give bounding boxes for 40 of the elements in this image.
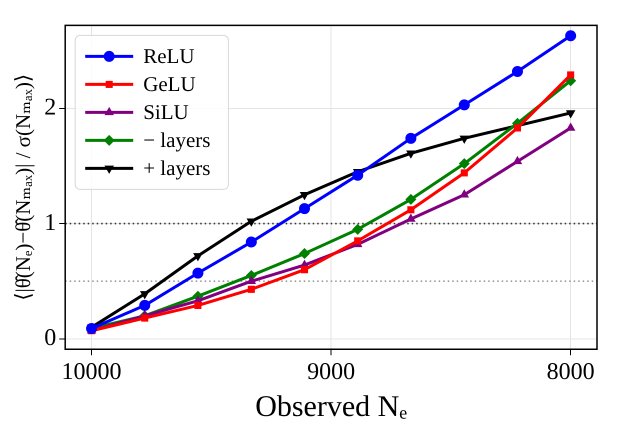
legend-label: ReLU: [143, 44, 195, 68]
x-tick-label: 10000: [62, 358, 122, 385]
point: [194, 302, 202, 309]
point: [141, 314, 148, 322]
point: [248, 286, 255, 293]
point: [565, 30, 576, 42]
point: [246, 236, 257, 248]
point: [460, 169, 468, 176]
legend-label: − layers: [143, 128, 210, 152]
x-tick-label: 9000: [307, 358, 356, 385]
point: [246, 276, 256, 284]
point: [405, 132, 416, 144]
point: [566, 110, 576, 118]
point: [139, 300, 150, 311]
y-tick-label: 1: [44, 210, 56, 236]
point: [352, 170, 364, 181]
point: [300, 266, 308, 274]
point: [354, 237, 362, 244]
point: [352, 224, 364, 235]
point: [299, 203, 310, 214]
point: [512, 66, 523, 77]
point: [406, 213, 416, 222]
point: [407, 206, 414, 214]
point: [512, 156, 522, 164]
point: [299, 248, 310, 260]
point: [460, 189, 470, 198]
point: [566, 122, 576, 131]
point: [405, 194, 416, 205]
point: [192, 268, 204, 279]
x-axis-title: Observed Nₑ: [255, 390, 408, 423]
y-axis-title: ⟨|θ̂(Nₑ)−θ̂(Nₘₐₓ)| / σ(Nₘₐₓ)⟩: [11, 74, 36, 301]
x-tick-label: 8000: [546, 358, 595, 385]
legend-label: GeLU: [143, 72, 196, 96]
point: [567, 71, 574, 78]
legend-label: + layers: [143, 156, 210, 180]
y-tick-label: 0: [44, 325, 56, 352]
y-tick-label: 2: [44, 94, 56, 121]
legend-label: SiLU: [143, 100, 189, 124]
point: [458, 158, 470, 170]
point: [458, 99, 470, 110]
